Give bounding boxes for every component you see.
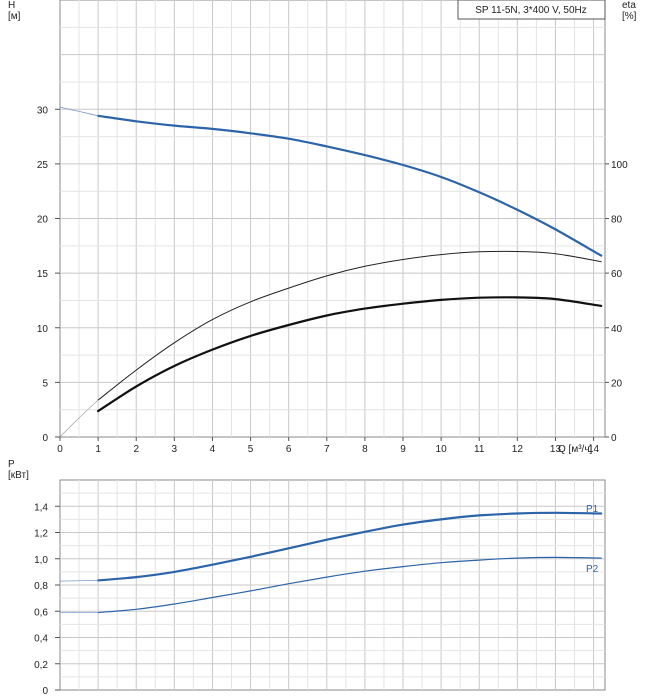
eta-tick-label: 40 bbox=[611, 324, 623, 335]
p-tick-label: 0,2 bbox=[34, 660, 48, 671]
eta-axis-label: eta [%] bbox=[622, 0, 637, 22]
p-tick-label: 1,0 bbox=[34, 555, 48, 566]
curve-p1-extension bbox=[59, 580, 99, 582]
curve-eta-thin bbox=[97, 250, 602, 401]
x-tick-label: 0 bbox=[57, 444, 63, 455]
chart-title: SP 11-5N, 3*400 V, 50Hz bbox=[475, 5, 587, 16]
curve-h-extension bbox=[59, 106, 99, 117]
x-tick-label: 1 bbox=[95, 444, 101, 455]
p-tick-label: 0,8 bbox=[34, 581, 48, 592]
p-tick-label: 1,2 bbox=[34, 529, 48, 540]
eta-tick-label: 0 bbox=[611, 433, 617, 444]
eta-tick-label: 80 bbox=[611, 215, 623, 226]
h-axis-label: H [м] bbox=[8, 0, 21, 22]
x-tick-label: 4 bbox=[210, 444, 216, 455]
p-tick-label: 0,4 bbox=[34, 634, 48, 645]
x-tick-label: 7 bbox=[324, 444, 330, 455]
x-tick-label: 9 bbox=[400, 444, 406, 455]
eta-tick-label: 60 bbox=[611, 269, 623, 280]
x-tick-label: 8 bbox=[362, 444, 368, 455]
x-tick-label: 6 bbox=[286, 444, 292, 455]
h-tick-label: 30 bbox=[37, 105, 49, 116]
curve-eta-bold bbox=[97, 296, 603, 413]
x-tick-label: 10 bbox=[436, 444, 448, 455]
tick-labels: 0 1 2 3 4 5 6 7 8 9 10 11 12 13 1405101520253002040608… bbox=[34, 105, 628, 697]
x-tick-label: 14 bbox=[588, 444, 600, 455]
x-tick-label: 11 bbox=[474, 444, 485, 455]
h-tick-label: 10 bbox=[37, 324, 49, 335]
curve-eta-thin-extension bbox=[59, 399, 99, 438]
top-plot-grid bbox=[59, 0, 606, 438]
h-tick-label: 5 bbox=[42, 378, 48, 389]
legend-p2: P2 bbox=[586, 564, 599, 575]
x-tick-label: 5 bbox=[248, 444, 254, 455]
p-tick-label: 1,4 bbox=[34, 502, 48, 513]
x-tick-label: 12 bbox=[512, 444, 524, 455]
title-box bbox=[457, 0, 606, 20]
h-tick-label: 25 bbox=[37, 160, 49, 171]
eta-tick-label: 20 bbox=[611, 378, 623, 389]
curves bbox=[59, 106, 603, 614]
bottom-plot-grid bbox=[59, 479, 606, 691]
curve-p2 bbox=[97, 556, 602, 614]
eta-tick-label: 100 bbox=[611, 160, 628, 171]
legend-p1: P1 bbox=[586, 504, 599, 515]
h-tick-label: 15 bbox=[37, 269, 49, 280]
h-tick-label: 20 bbox=[37, 215, 49, 226]
p-axis-label: P [кВт] bbox=[8, 459, 29, 481]
x-tick-label: 13 bbox=[550, 444, 562, 455]
h-tick-label: 0 bbox=[42, 433, 48, 444]
p-tick-label: 0,6 bbox=[34, 607, 48, 618]
p-tick-label: 0 bbox=[42, 686, 48, 697]
x-axis-label: Q [м³/ч] bbox=[558, 444, 593, 455]
curve-h bbox=[97, 114, 603, 257]
x-tick-label: 2 bbox=[133, 444, 139, 455]
x-tick-label: 3 bbox=[172, 444, 178, 455]
curve-p1 bbox=[97, 511, 603, 582]
